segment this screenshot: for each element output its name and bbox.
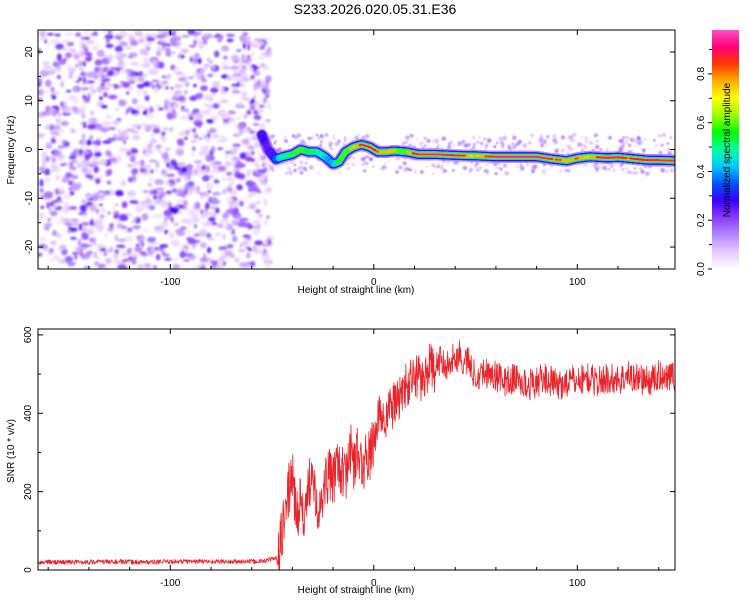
spectrogram-y-ticks: -20 -10 0 10 20 (24, 46, 675, 254)
colorbar-tick-label: 0.0 (696, 262, 707, 276)
spectrogram-y-tick-label: 10 (24, 95, 35, 107)
figure-title: S233.2026.020.05.31.E36 (294, 1, 457, 17)
colorbar-gradient (712, 30, 739, 269)
colorbar-tick-label: 0.8 (696, 67, 707, 81)
spectrogram-y-tick-label: 0 (24, 146, 35, 152)
snr-y-axis-label: SNR (10 * v/v) (6, 419, 17, 483)
spectrogram-x-tick-label: -100 (160, 277, 180, 288)
snr-y-tick-label: 400 (23, 404, 34, 421)
colorbar-label: Normalized spectral amplitude (722, 82, 733, 217)
snr-y-tick-label: 200 (23, 483, 34, 500)
snr-frame (37, 328, 676, 571)
spectrogram-y-tick-label: 20 (24, 46, 35, 58)
spectrogram-x-axis-label: Height of straight line (km) (298, 285, 415, 296)
snr-x-axis-label: Height of straight line (km) (298, 585, 415, 596)
snr-y-tick-label: 600 (23, 326, 34, 343)
colorbar-panel: 0.0 0.2 0.4 0.6 0.8 Normalized spectral ampl… (696, 30, 739, 276)
colorbar-ticks: 0.0 0.2 0.4 0.6 0.8 (696, 49, 712, 276)
spectrogram-x-ticks: -100 0 100 (47, 30, 660, 288)
snr-y-tick-label: 0 (23, 567, 34, 573)
spectrogram-y-tick-label: -10 (24, 191, 35, 206)
snr-series-line (38, 340, 675, 570)
snr-x-tick-label: -100 (160, 578, 180, 589)
snr-x-ticks: -100 0 100 (47, 329, 660, 589)
snr-panel: -100 0 100 0 200 400 600 Height of straight l… (6, 326, 676, 596)
snr-y-ticks: 0 200 400 600 (23, 326, 675, 573)
spectrogram-image (38, 30, 675, 269)
snr-x-tick-label: 100 (569, 578, 586, 589)
colorbar-tick-label: 0.2 (696, 213, 707, 227)
colorbar-tick-label: 0.6 (696, 115, 707, 129)
spectrogram-ridge (255, 128, 675, 170)
snr-x-tick-label: 0 (371, 578, 377, 589)
spectrogram-y-axis-label: Frequency (Hz) (6, 116, 17, 185)
colorbar-tick-label: 0.4 (696, 164, 707, 178)
spectrogram-y-tick-label: -20 (24, 239, 35, 254)
spectrogram-x-tick-label: 0 (371, 277, 377, 288)
spectrogram-x-tick-label: 100 (569, 277, 586, 288)
